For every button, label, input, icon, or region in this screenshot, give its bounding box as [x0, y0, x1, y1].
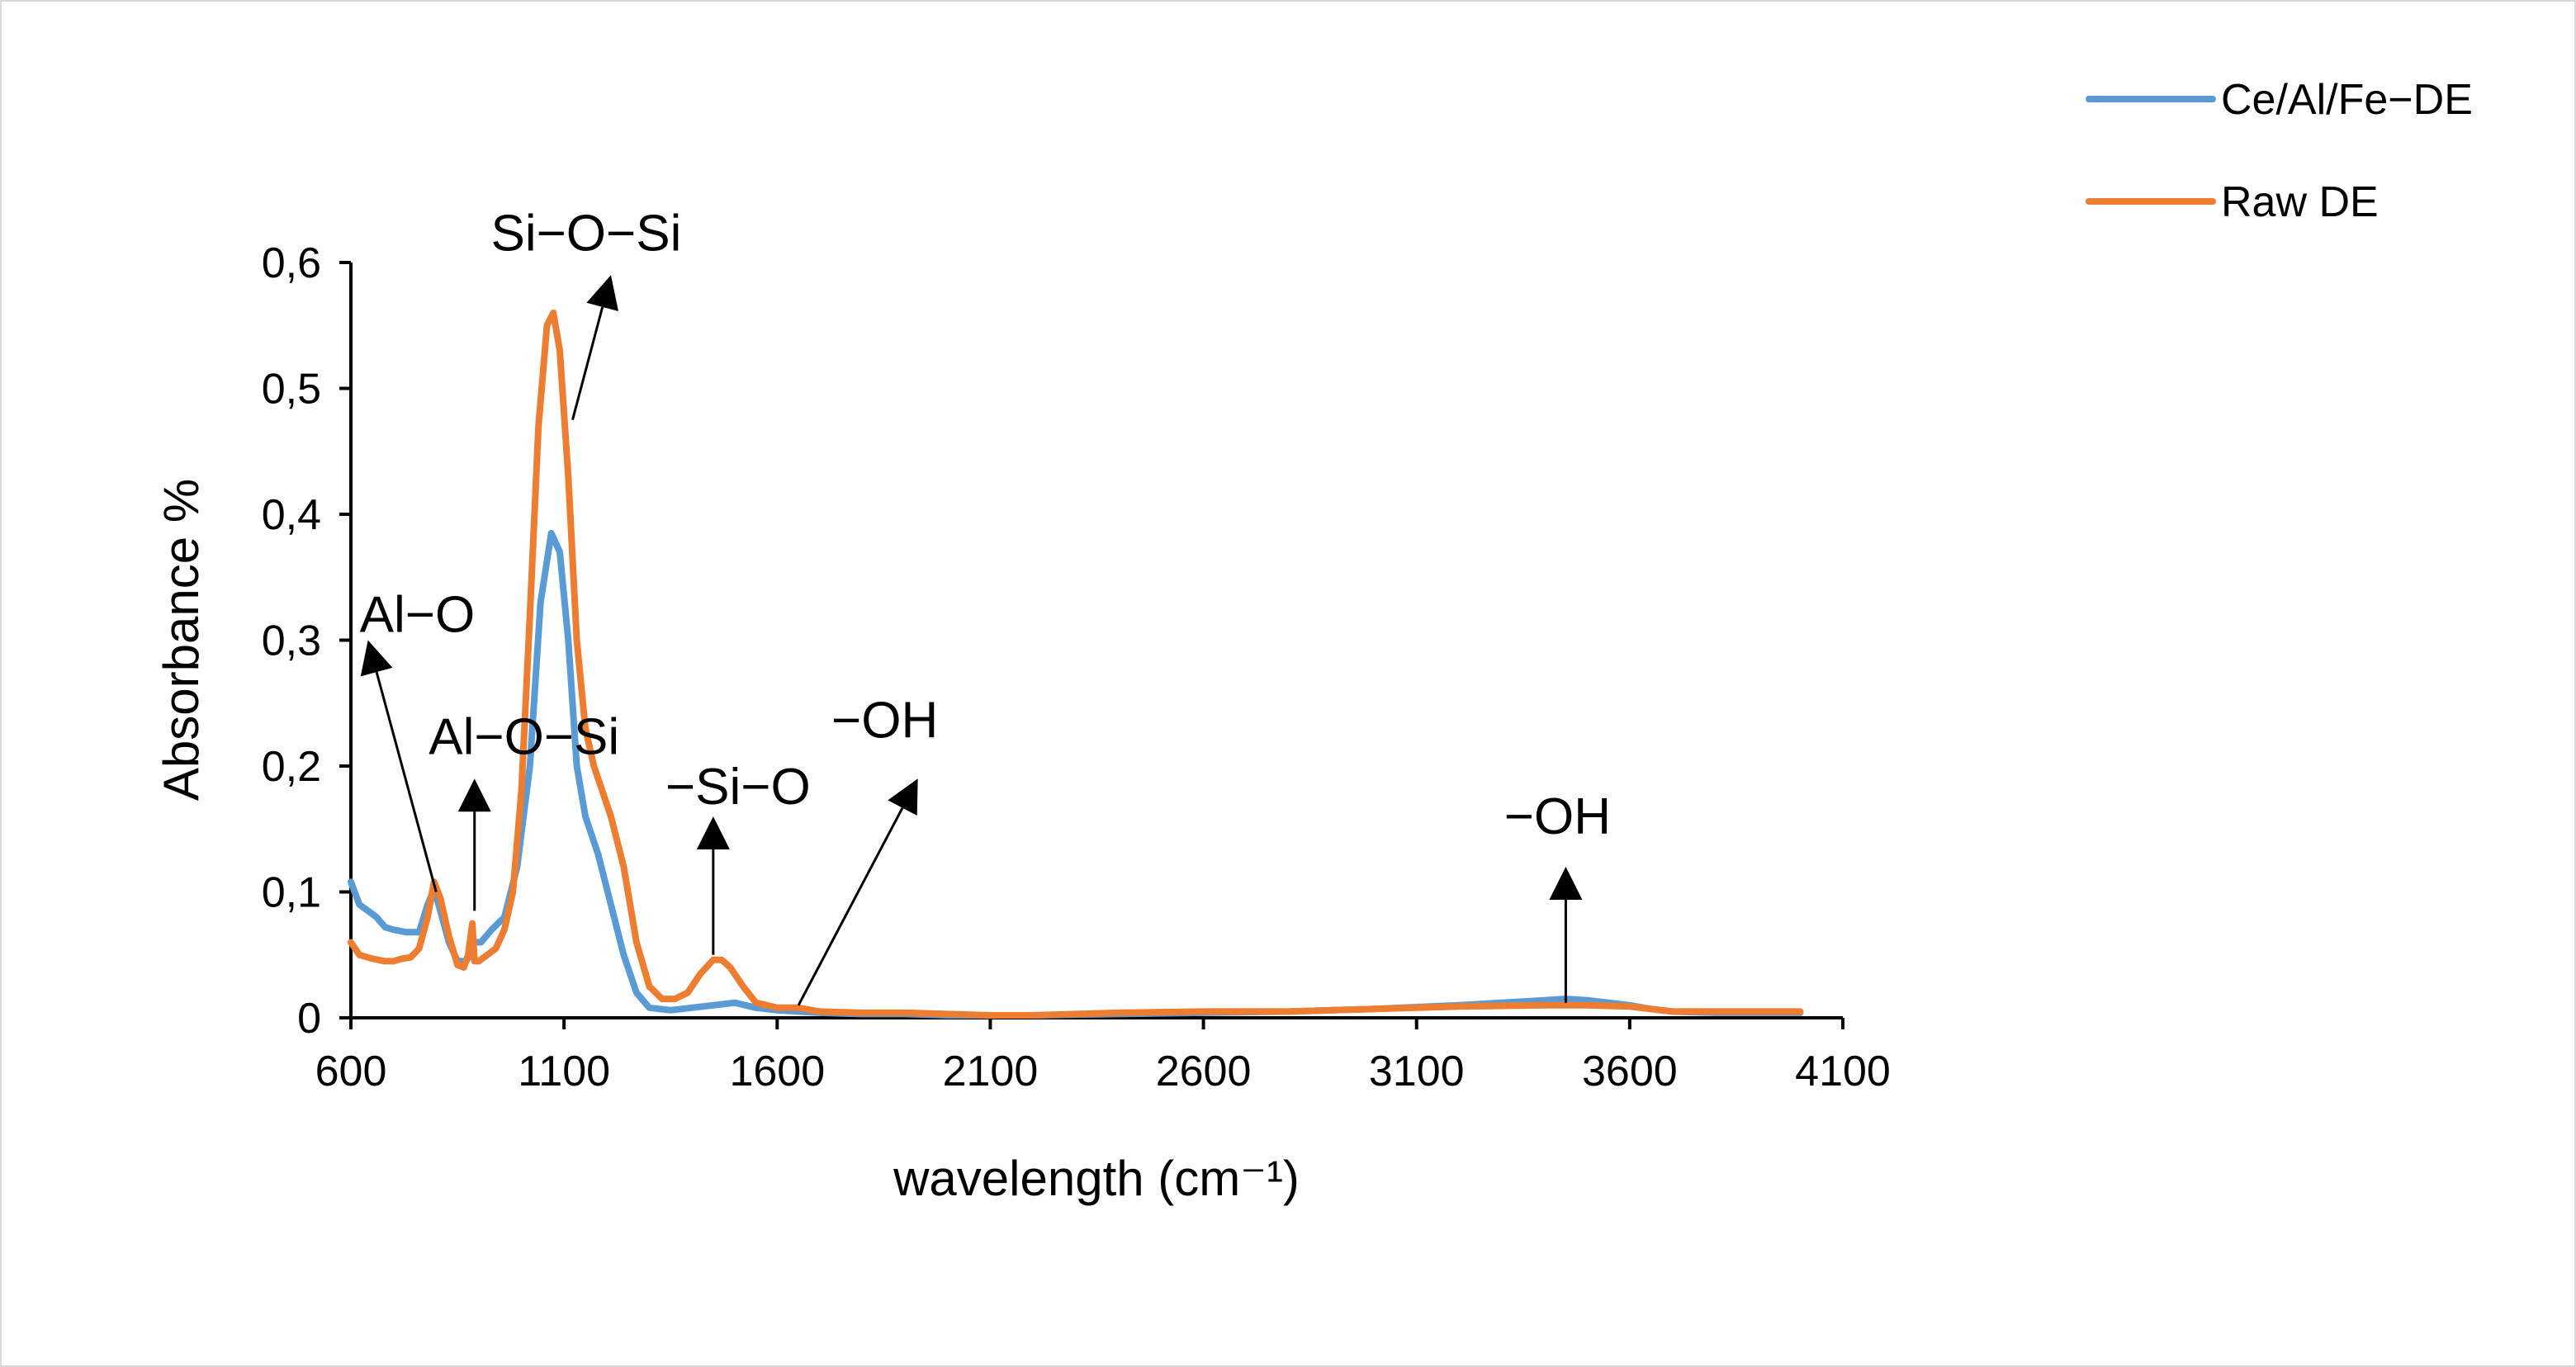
legend: Ce/Al/Fe−DE Raw DE — [2086, 76, 2473, 226]
y-axis-title: Absorbance % — [154, 479, 209, 801]
x-tick-label: 2600 — [1156, 1048, 1252, 1095]
x-tick-label: 1100 — [518, 1048, 610, 1095]
ticks — [339, 261, 1844, 1029]
annotation-arrowhead — [888, 778, 918, 816]
legend-label: Ce/Al/Fe−DE — [2221, 76, 2473, 124]
series-lines — [348, 310, 1804, 1019]
annotations: Si−O−Si Al−O Al−O−Si −Si−O −OH −OH — [360, 205, 1611, 1006]
y-tick-label: 0,4 — [262, 491, 321, 539]
annotation-arrowhead — [360, 640, 393, 677]
x-tick-label: 3100 — [1369, 1048, 1465, 1095]
annotation-arrowhead — [696, 816, 730, 849]
x-tick-label: 600 — [315, 1048, 387, 1095]
x-tick-label: 4100 — [1795, 1048, 1891, 1095]
annotation-arrow-line — [797, 806, 904, 1006]
y-tick-label: 0,6 — [262, 239, 321, 287]
x-tick-label: 1600 — [729, 1048, 825, 1095]
series-line-0 — [348, 529, 1804, 1019]
annotation-arrow-line — [571, 306, 604, 421]
x-tick-label: 3600 — [1582, 1048, 1678, 1095]
annotation-arrowhead — [457, 778, 491, 812]
legend-label: Raw DE — [2221, 178, 2379, 226]
annotation-label: Al−O−Si — [429, 708, 619, 765]
x-tick-label: 2100 — [943, 1048, 1039, 1095]
annotation-label: Al−O — [360, 587, 476, 644]
annotation-label: Si−O−Si — [490, 205, 681, 262]
annotation-label: −OH — [831, 692, 938, 749]
y-tick-label: 0 — [297, 995, 321, 1043]
annotation-arrowhead — [1549, 867, 1583, 900]
tick-labels: 600 1100 1600 2100 2600 3100 3600 4100 0 0,1 0,2 0,… — [262, 239, 1891, 1095]
x-axis-title: wavelength (cm⁻¹) — [893, 1151, 1300, 1206]
annotation-arrow-line — [375, 671, 438, 892]
y-tick-label: 0,5 — [262, 366, 321, 414]
y-tick-label: 0,3 — [262, 617, 321, 665]
annotation-arrowhead — [586, 275, 619, 312]
y-tick-label: 0,2 — [262, 743, 321, 791]
annotation-label: −OH — [1504, 788, 1611, 845]
y-tick-label: 0,1 — [262, 869, 321, 917]
series-line-1 — [348, 310, 1804, 1019]
annotation-label: −Si−O — [665, 759, 811, 816]
